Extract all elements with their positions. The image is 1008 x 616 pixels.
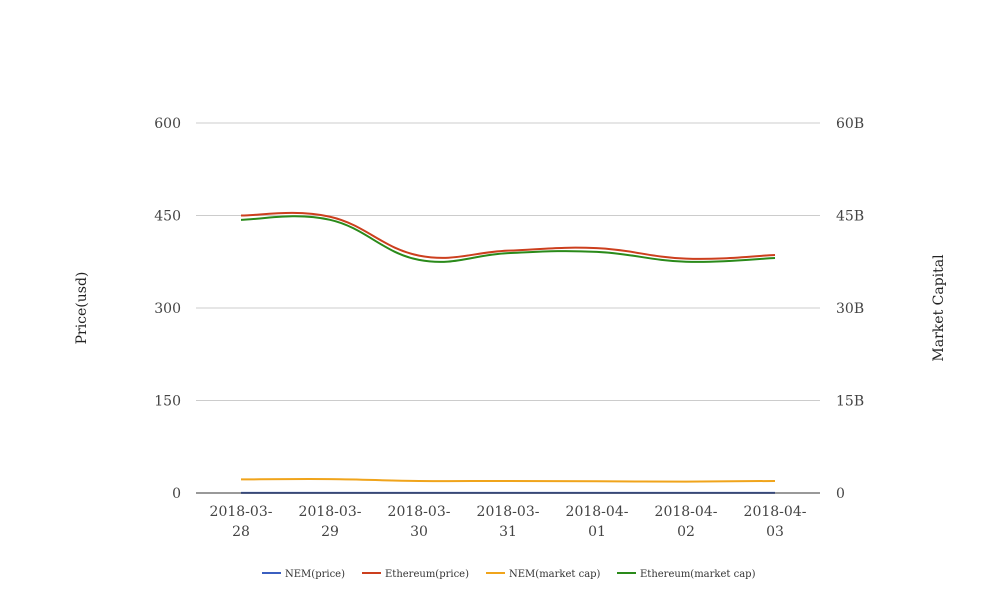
x-tick-label: 2018-03-29 bbox=[299, 504, 362, 540]
y-right-tick-label: 15B bbox=[836, 394, 864, 410]
legend-label: Ethereum(price) bbox=[385, 569, 469, 580]
series-line-ethereum-market-cap bbox=[240, 215, 776, 263]
y-right-tick-label: 30B bbox=[836, 301, 864, 317]
x-tick-label: 2018-04-02 bbox=[655, 504, 718, 540]
y-right-tick-labels: 0 15B 30B 45B 60B bbox=[836, 116, 864, 502]
series-line-ethereum-price bbox=[240, 211, 776, 260]
series-lines bbox=[240, 211, 776, 494]
legend-label: Ethereum(market cap) bbox=[640, 569, 756, 580]
y-right-tick-label: 0 bbox=[836, 486, 845, 502]
x-tick-label: 2018-04-01 bbox=[566, 504, 629, 540]
series-line-nem-market-cap bbox=[240, 478, 776, 483]
y-left-tick-label: 450 bbox=[154, 209, 181, 225]
y-left-tick-label: 0 bbox=[172, 486, 181, 502]
x-tick-labels: 2018-03-28 2018-03-29 2018-03-30 2018-03-31… bbox=[210, 504, 807, 540]
legend-label: NEM(price) bbox=[285, 569, 345, 580]
y-axis-right-title: Market Capital bbox=[931, 254, 947, 362]
x-tick-label: 2018-03-28 bbox=[210, 504, 273, 540]
legend-label: NEM(market cap) bbox=[509, 569, 601, 580]
y-right-tick-label: 60B bbox=[836, 116, 864, 132]
legend-item: NEM(price) bbox=[262, 569, 345, 580]
legend: NEM(price) Ethereum(price) NEM(market cap)… bbox=[262, 569, 756, 580]
x-tick-label: 2018-03-31 bbox=[477, 504, 540, 540]
y-left-tick-label: 300 bbox=[154, 301, 181, 317]
y-left-tick-label: 150 bbox=[154, 394, 181, 410]
y-left-tick-labels: 0 150 300 450 600 bbox=[154, 116, 181, 502]
legend-item: NEM(market cap) bbox=[486, 569, 601, 580]
y-right-tick-label: 45B bbox=[836, 209, 864, 225]
y-left-tick-label: 600 bbox=[154, 116, 181, 132]
x-tick-label: 2018-03-30 bbox=[388, 504, 451, 540]
legend-item: Ethereum(price) bbox=[362, 569, 469, 580]
legend-item: Ethereum(market cap) bbox=[617, 569, 756, 580]
y-axis-left-title: Price(usd) bbox=[74, 272, 90, 345]
x-tick-label: 2018-04-03 bbox=[744, 504, 807, 540]
